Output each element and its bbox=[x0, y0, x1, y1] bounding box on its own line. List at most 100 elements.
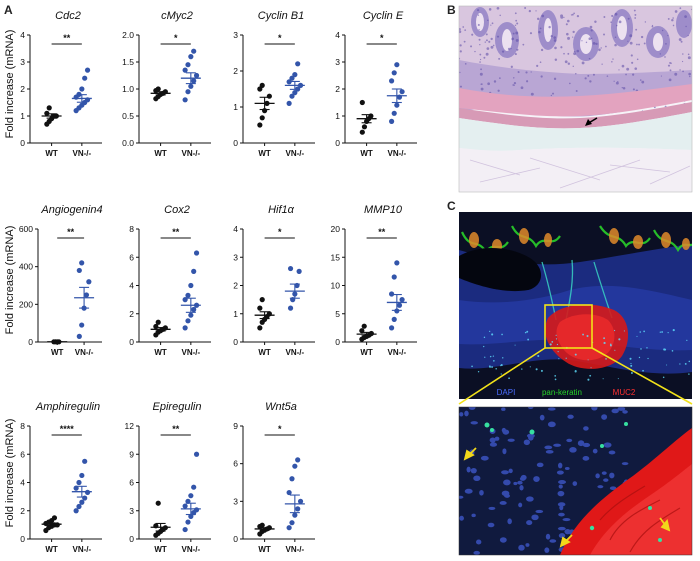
data-point bbox=[391, 110, 397, 116]
fluorescent-dot bbox=[549, 343, 552, 346]
data-point bbox=[188, 312, 194, 318]
chart-2: cMyc2 0.0 0.5 1.0 1.5 2.0 WT VN-/- * bbox=[122, 10, 211, 158]
fluorescent-dot bbox=[630, 364, 633, 367]
fluorescent-dot bbox=[603, 337, 606, 340]
histology-frame bbox=[458, 5, 693, 193]
nucleus-dot bbox=[459, 30, 462, 34]
immunofluorescence-image bbox=[459, 212, 692, 399]
data-point bbox=[188, 282, 194, 289]
nucleus-dot bbox=[667, 17, 670, 20]
nucleus-dot bbox=[530, 92, 534, 96]
data-point bbox=[399, 89, 405, 95]
y-tick-label: 4 bbox=[233, 224, 238, 234]
fluorescent-dot bbox=[477, 371, 480, 373]
nucleus-cell bbox=[566, 438, 573, 443]
nucleus-dot bbox=[536, 17, 540, 21]
nucleus-cell bbox=[518, 544, 525, 551]
nucleus-dot bbox=[603, 16, 606, 18]
nucleus-dot bbox=[590, 29, 593, 32]
nucleus-cell bbox=[591, 407, 598, 411]
nucleus-cell bbox=[519, 476, 526, 481]
data-point bbox=[79, 472, 85, 479]
nucleus-dot bbox=[587, 74, 590, 77]
fluorescent-dot bbox=[495, 367, 497, 370]
fluorescent-dot bbox=[554, 374, 557, 377]
nucleus-cell bbox=[611, 408, 619, 414]
data-point bbox=[396, 302, 403, 308]
nucleus-dot bbox=[611, 61, 613, 63]
data-point bbox=[286, 100, 292, 106]
data-point bbox=[292, 512, 298, 518]
fluorescent-dot bbox=[671, 350, 674, 352]
nucleus-dot bbox=[496, 6, 500, 10]
y-tick-label: 4 bbox=[20, 478, 25, 488]
nucleus-cell bbox=[597, 485, 604, 489]
nucleus-dot bbox=[680, 40, 683, 43]
nucleus-dot bbox=[572, 65, 574, 68]
nucleus-dot bbox=[672, 17, 674, 19]
nucleus-cell bbox=[617, 407, 626, 411]
data-point bbox=[295, 457, 301, 463]
nucleus-dot bbox=[627, 40, 629, 42]
fluorescent-dot bbox=[659, 331, 662, 333]
data-point bbox=[188, 83, 194, 89]
fluorescent-dot bbox=[554, 378, 557, 381]
nucleus-cell bbox=[476, 539, 482, 545]
data-point bbox=[292, 72, 298, 78]
nucleus-cell bbox=[489, 437, 496, 443]
y-tick-label: 2 bbox=[129, 309, 134, 319]
nucleus-dot bbox=[634, 17, 637, 19]
nucleus-dot bbox=[571, 13, 574, 16]
nucleus-dot bbox=[497, 89, 500, 92]
y-tick-label: 4 bbox=[20, 30, 25, 40]
fluorescent-dot bbox=[666, 364, 668, 366]
nucleus-dot bbox=[614, 12, 618, 16]
nucleus-dot bbox=[625, 73, 627, 76]
data-point bbox=[79, 322, 85, 328]
y-tick-label: 400 bbox=[19, 262, 33, 272]
y-tick-label: 0.0 bbox=[122, 138, 134, 148]
nucleus-dot bbox=[581, 40, 583, 42]
fluorescent-dot bbox=[618, 338, 621, 341]
nucleus-dot bbox=[610, 21, 612, 23]
y-tick-label: 3 bbox=[335, 57, 340, 67]
y-tick-label: 20 bbox=[331, 224, 341, 234]
nucleus-dot bbox=[484, 41, 486, 43]
x-tick-label: VN-/- bbox=[388, 348, 407, 357]
nucleus-dot bbox=[488, 40, 491, 43]
data-point bbox=[359, 129, 365, 135]
nucleus-dot bbox=[516, 48, 519, 51]
nucleus-dot bbox=[588, 57, 591, 60]
chart-6: Cox2 0 2 4 6 8 WT VN-/- ** bbox=[129, 204, 211, 357]
data-point bbox=[289, 520, 295, 526]
y-tick-label: 0 bbox=[233, 337, 238, 347]
nucleus-dot bbox=[641, 80, 645, 84]
zoom-line-right bbox=[591, 347, 693, 405]
fluorescent-dot bbox=[672, 329, 675, 332]
fluorescent-dot bbox=[630, 362, 632, 365]
nucleus-dot bbox=[605, 45, 607, 48]
nucleus-dot bbox=[515, 31, 519, 35]
significance-label: ** bbox=[378, 227, 386, 237]
nucleus-dot bbox=[570, 14, 573, 16]
x-tick-label: WT bbox=[154, 545, 167, 554]
data-point bbox=[182, 526, 188, 533]
data-point bbox=[289, 93, 295, 99]
nucleus-dot bbox=[487, 19, 489, 21]
nucleus-dot bbox=[464, 29, 467, 31]
data-point bbox=[389, 325, 395, 331]
data-point bbox=[389, 118, 395, 124]
fluorescent-dot bbox=[688, 360, 691, 363]
nucleus-cell bbox=[545, 533, 551, 540]
fluorescent-dot bbox=[679, 363, 681, 365]
x-tick-label: WT bbox=[154, 348, 167, 357]
data-point bbox=[394, 62, 400, 68]
nucleus-dot bbox=[512, 84, 515, 86]
nucleus-dot bbox=[565, 23, 568, 26]
nucleus-dot bbox=[479, 44, 481, 46]
fluorescent-dot bbox=[551, 341, 554, 343]
nucleus-dot bbox=[621, 86, 623, 89]
nucleus-dot bbox=[632, 88, 635, 91]
data-point bbox=[182, 325, 188, 331]
y-tick-label: 0 bbox=[28, 337, 33, 347]
